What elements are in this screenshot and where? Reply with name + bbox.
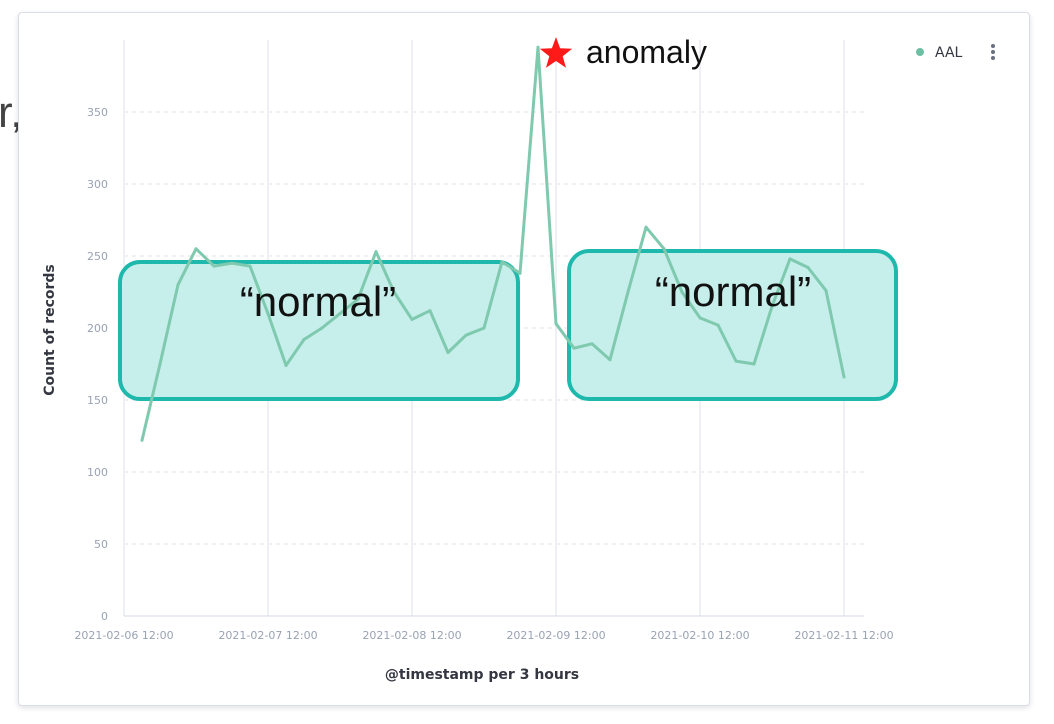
data-point bbox=[212, 264, 216, 268]
data-point bbox=[662, 247, 666, 251]
y-axis-ticks: 0 50 100 150 200 250 300 350 bbox=[87, 106, 108, 623]
y-tick-label: 250 bbox=[87, 250, 108, 263]
data-point bbox=[464, 333, 468, 337]
data-point bbox=[248, 264, 252, 268]
data-point bbox=[644, 225, 648, 229]
data-point bbox=[572, 346, 576, 350]
cut-off-slide-text: r, bbox=[0, 88, 23, 137]
data-point bbox=[176, 283, 180, 287]
data-point bbox=[590, 342, 594, 346]
data-point bbox=[158, 362, 162, 366]
data-point bbox=[356, 297, 360, 301]
data-point bbox=[734, 359, 738, 363]
data-point bbox=[410, 317, 414, 321]
legend-dot bbox=[916, 48, 924, 56]
data-point bbox=[518, 271, 522, 275]
x-tick-label: 2021-02-07 12:00 bbox=[218, 629, 317, 642]
data-point bbox=[374, 250, 378, 254]
data-point bbox=[140, 438, 144, 442]
x-tick-label: 2021-02-09 12:00 bbox=[506, 629, 605, 642]
normal-label-right: “normal” bbox=[655, 268, 811, 315]
data-point bbox=[266, 312, 270, 316]
anomaly-star-icon bbox=[539, 37, 573, 68]
normal-region-right bbox=[567, 249, 898, 401]
series-layer bbox=[140, 45, 846, 442]
y-tick-label: 200 bbox=[87, 322, 108, 335]
y-tick-label: 350 bbox=[87, 106, 108, 119]
data-point bbox=[824, 289, 828, 293]
data-point bbox=[338, 312, 342, 316]
data-point bbox=[698, 316, 702, 320]
data-point bbox=[302, 338, 306, 342]
data-point bbox=[284, 363, 288, 367]
data-point bbox=[392, 290, 396, 294]
y-tick-label: 50 bbox=[94, 538, 108, 551]
data-point bbox=[482, 326, 486, 330]
y-tick-label: 150 bbox=[87, 394, 108, 407]
data-point bbox=[752, 362, 756, 366]
x-tick-label: 2021-02-08 12:00 bbox=[362, 629, 461, 642]
data-point bbox=[230, 261, 234, 265]
data-point bbox=[680, 290, 684, 294]
data-point bbox=[320, 326, 324, 330]
y-tick-label: 100 bbox=[87, 466, 108, 479]
series-line-aal bbox=[140, 45, 846, 441]
data-point bbox=[716, 323, 720, 327]
x-tick-label: 2021-02-10 12:00 bbox=[650, 629, 749, 642]
data-point bbox=[554, 322, 558, 326]
legend-label: AAL bbox=[935, 45, 963, 61]
x-axis-title: @timestamp per 3 hours bbox=[385, 667, 579, 683]
data-point bbox=[788, 257, 792, 261]
data-point bbox=[842, 375, 846, 379]
anomaly-label: anomaly bbox=[586, 34, 707, 70]
data-point bbox=[608, 358, 612, 362]
data-point bbox=[806, 266, 810, 270]
data-point bbox=[446, 350, 450, 354]
y-tick-label: 300 bbox=[87, 178, 108, 191]
y-tick-label: 0 bbox=[101, 610, 108, 623]
x-tick-label: 2021-02-11 12:00 bbox=[794, 629, 893, 642]
y-axis-title: Count of records bbox=[42, 264, 58, 396]
more-options-icon[interactable] bbox=[985, 40, 1001, 64]
data-point bbox=[194, 247, 198, 251]
x-axis-ticks: 2021-02-06 12:00 2021-02-07 12:00 2021-02-… bbox=[74, 629, 893, 642]
data-point bbox=[500, 260, 504, 264]
data-point bbox=[626, 290, 630, 294]
data-point bbox=[536, 45, 540, 49]
x-tick-label: 2021-02-06 12:00 bbox=[74, 629, 173, 642]
data-point bbox=[770, 304, 774, 308]
normal-label-left: “normal” bbox=[240, 278, 396, 325]
data-point bbox=[428, 309, 432, 313]
